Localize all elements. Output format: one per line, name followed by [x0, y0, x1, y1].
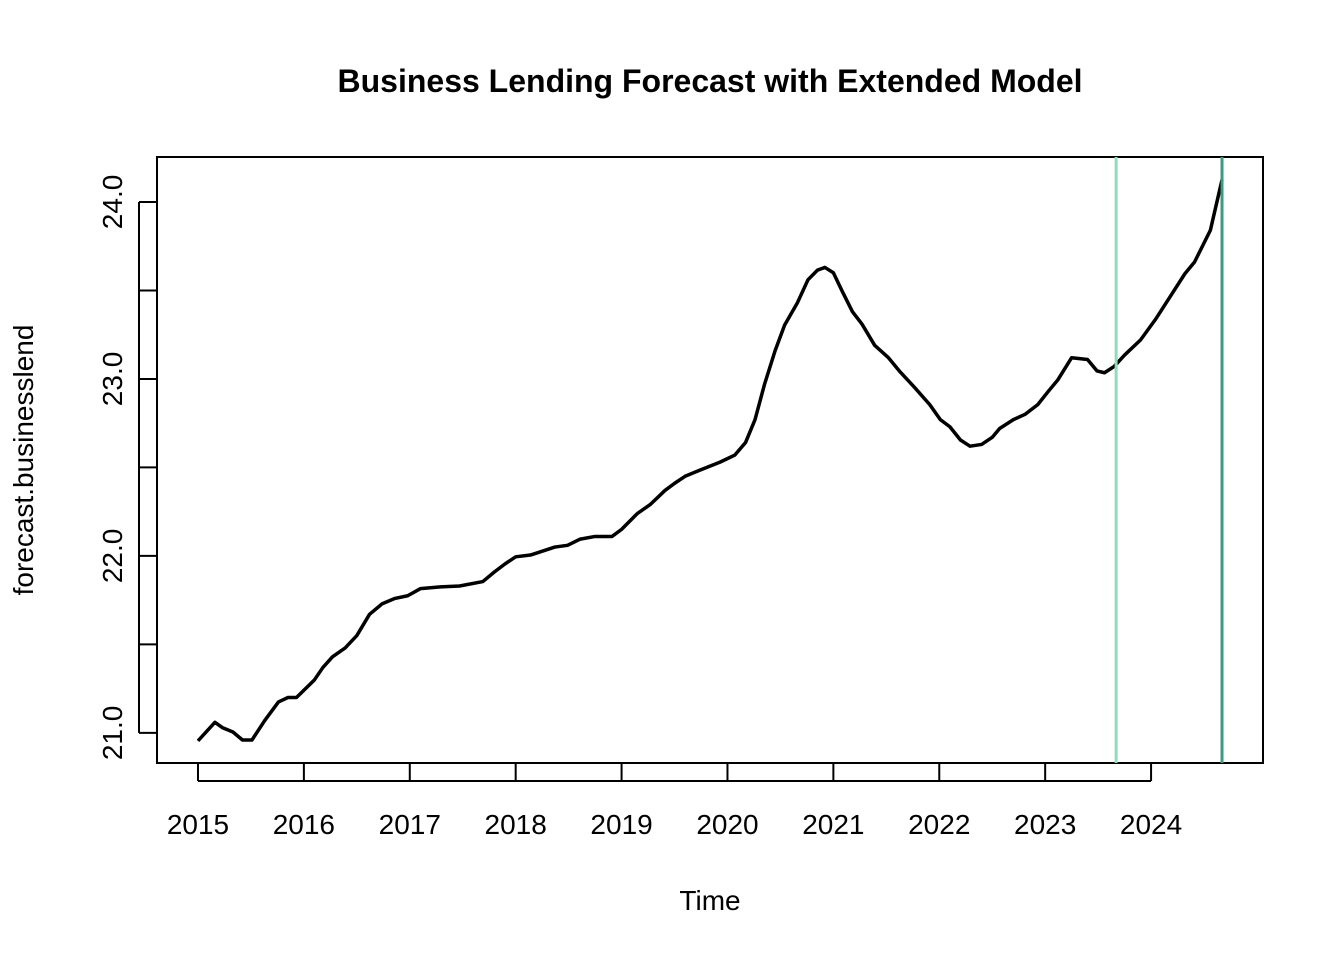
chart-title: Business Lending Forecast with Extended …	[338, 63, 1083, 99]
x-tick-label: 2017	[379, 809, 441, 840]
x-tick-label: 2020	[696, 809, 758, 840]
x-tick-label: 2018	[485, 809, 547, 840]
plot-frame	[156, 156, 1264, 764]
x-tick-label: 2023	[1014, 809, 1076, 840]
x-tick-label: 2019	[590, 809, 652, 840]
y-axis-label: forecast.businesslend	[8, 325, 39, 596]
x-tick-label: 2015	[167, 809, 229, 840]
y-tick-label: 22.0	[97, 529, 128, 584]
x-tick-label: 2021	[802, 809, 864, 840]
x-tick-label: 2024	[1120, 809, 1182, 840]
y-tick-label: 24.0	[97, 175, 128, 230]
y-tick-label: 21.0	[97, 706, 128, 761]
x-tick-label: 2022	[908, 809, 970, 840]
x-tick-label: 2016	[273, 809, 335, 840]
x-axis-label: Time	[679, 885, 740, 916]
y-tick-label: 23.0	[97, 352, 128, 407]
data-line	[196, 179, 1224, 743]
